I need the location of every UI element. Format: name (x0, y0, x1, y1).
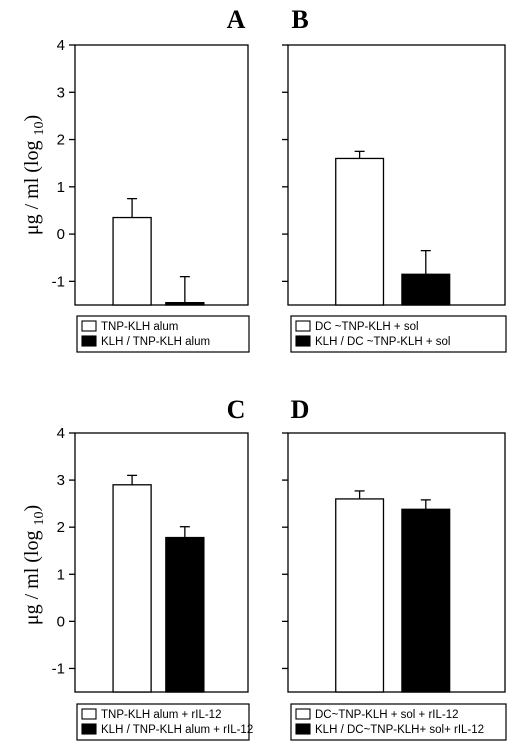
panel-c: C 4 3 2 1 0 -1 TNP-KLH alum + rIL-12 KLH / TNP-K… (52, 395, 253, 741)
legend-b: DC ~TNP-KLH + sol KLH / DC ~TNP-KLH + sol (290, 315, 507, 353)
panel-letter-b: B (291, 5, 308, 34)
plot-frame-c (74, 432, 249, 693)
y-tick-label-a: 3 (57, 84, 65, 101)
legend-box-d (290, 703, 507, 741)
panel-a: A 4 3 2 1 0 -1 TNP-KLH alum KLH / TNP-KLH alum (52, 5, 250, 353)
y-tick-label-a: 4 (57, 37, 65, 54)
panel-letter-d: D (291, 395, 310, 424)
legend-a: TNP-KLH alum KLH / TNP-KLH alum (76, 315, 250, 353)
bar-b-1 (335, 157, 385, 306)
y-tick-label-a: -1 (52, 273, 65, 290)
y-tick-label-a: 2 (57, 132, 65, 149)
legend-c: TNP-KLH alum + rIL-12 KLH / TNP-KLH alum … (76, 703, 253, 741)
bar-a-2 (165, 301, 205, 306)
plot-frame-a (74, 44, 249, 306)
y-tick-label-c: 0 (57, 613, 65, 630)
legend-label-c-1: TNP-KLH alum + rIL-12 (101, 709, 221, 721)
panel-letter-a: A (227, 5, 246, 34)
y-tick-label-c: 2 (57, 519, 65, 536)
legend-swatch-c-2 (81, 723, 97, 735)
legend-swatch-d-1 (295, 708, 311, 720)
legend-swatch-d-2 (295, 723, 311, 735)
legend-box-a (76, 315, 250, 353)
legend-box-c (76, 703, 250, 741)
y-axis-label-bottom: μg / ml (log 10) (21, 505, 47, 625)
legend-label-a-2: KLH / TNP-KLH alum (101, 336, 210, 348)
legend-label-a-1: TNP-KLH alum (101, 321, 178, 333)
y-tick-label-a: 0 (57, 226, 65, 243)
legend-label-d-2: KLH / DC~TNP-KLH+ sol+ rIL-12 (315, 724, 484, 736)
panel-d: D DC~TNP-KLH + sol + rIL-12 KLH / DC~TNP-K… (282, 395, 507, 741)
bar-c-1 (112, 484, 152, 693)
legend-label-c-2: KLH / TNP-KLH alum + rIL-12 (101, 724, 253, 736)
bar-c-2 (165, 536, 205, 693)
y-tick-label-c: 4 (57, 425, 65, 442)
legend-swatch-c-1 (81, 708, 97, 720)
panel-b: B DC ~TNP-KLH + sol KLH / DC ~TNP-KLH + so… (282, 5, 507, 353)
bar-b-2 (401, 273, 451, 306)
bar-d-2 (401, 508, 451, 693)
y-tick-label-c: 1 (57, 566, 65, 583)
legend-label-b-1: DC ~TNP-KLH + sol (315, 321, 419, 333)
legend-label-b-2: KLH / DC ~TNP-KLH + sol (315, 336, 450, 348)
bar-d-1 (335, 498, 385, 693)
panel-letter-c: C (227, 395, 246, 424)
legend-box-b (290, 315, 507, 353)
legend-d: DC~TNP-KLH + sol + rIL-12 KLH / DC~TNP-KL… (290, 703, 507, 741)
y-tick-label-c: -1 (52, 660, 65, 677)
y-tick-label-c: 3 (57, 472, 65, 489)
y-tick-label-a: 1 (57, 179, 65, 196)
bar-a-1 (112, 216, 152, 306)
legend-swatch-a-1 (81, 320, 97, 332)
legend-swatch-b-1 (295, 320, 311, 332)
y-axis-label-top: μg / ml (log 10) (21, 115, 47, 235)
legend-swatch-b-2 (295, 335, 311, 347)
legend-swatch-a-2 (81, 335, 97, 347)
plot-frame-d (287, 432, 506, 693)
plot-frame-b (287, 44, 506, 306)
legend-label-d-1: DC~TNP-KLH + sol + rIL-12 (315, 709, 458, 721)
